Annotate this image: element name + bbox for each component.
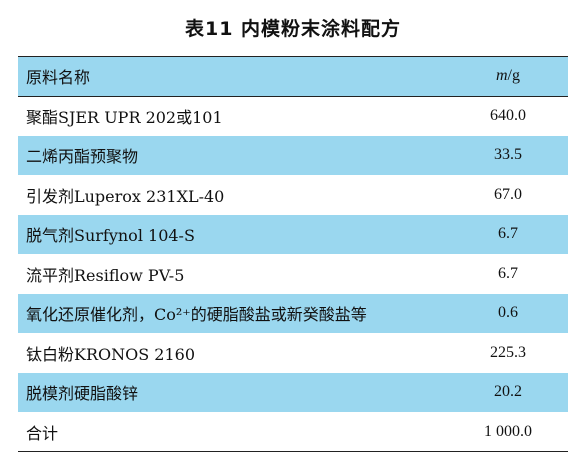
material-name: 脱气剂Surfynol 104-S (26, 226, 195, 246)
material-mass: 225.3 (490, 343, 526, 361)
formulation-table: 原料名称 m/g 聚酯SJER UPR 202或101 640.0 二烯丙酯预聚… (18, 56, 568, 452)
table-row: 流平剂Resiflow PV-5 6.7 (18, 255, 568, 294)
header-unit-symbol: m (495, 67, 508, 85)
material-mass: 67.0 (494, 185, 522, 203)
header-material-name: 原料名称 (26, 68, 91, 88)
total-label: 合计 (26, 423, 59, 443)
header-unit-rest: /g (507, 67, 520, 85)
table-row: 脱气剂Surfynol 104-S 6.7 (18, 215, 568, 255)
material-mass: 20.2 (494, 383, 522, 401)
material-mass: 640.0 (490, 106, 526, 124)
material-name: 二烯丙酯预聚物 (26, 147, 139, 167)
header-mass-unit: m/g (448, 67, 568, 85)
material-mass: 0.6 (498, 304, 518, 322)
table-row: 氧化还原催化剂，Co²⁺的硬脂酸盐或新癸酸盐等 0.6 (18, 294, 568, 334)
table-row: 脱模剂硬脂酸锌 20.2 (18, 373, 568, 413)
table-row: 二烯丙酯预聚物 33.5 (18, 136, 568, 176)
material-mass: 33.5 (494, 146, 522, 164)
table-total-row: 合计 1 000.0 (18, 413, 568, 452)
material-name: 聚酯SJER UPR 202或101 (26, 107, 223, 127)
table-row: 引发剂Luperox 231XL-40 67.0 (18, 176, 568, 215)
table-row: 聚酯SJER UPR 202或101 640.0 (18, 97, 568, 136)
table-header-row: 原料名称 m/g (18, 57, 568, 97)
material-mass: 6.7 (498, 225, 518, 243)
material-name: 流平剂Resiflow PV-5 (26, 265, 185, 285)
material-mass: 6.7 (498, 264, 518, 282)
material-name: 引发剂Luperox 231XL-40 (26, 186, 225, 206)
table-title: 表11 内模粉末涂料配方 (184, 18, 402, 40)
material-name: 钛白粉KRONOS 2160 (26, 344, 196, 364)
material-name: 脱模剂硬脂酸锌 (26, 384, 139, 404)
material-name: 氧化还原催化剂，Co²⁺的硬脂酸盐或新癸酸盐等 (26, 305, 367, 325)
total-mass: 1 000.0 (484, 422, 532, 440)
table-row: 钛白粉KRONOS 2160 225.3 (18, 334, 568, 373)
